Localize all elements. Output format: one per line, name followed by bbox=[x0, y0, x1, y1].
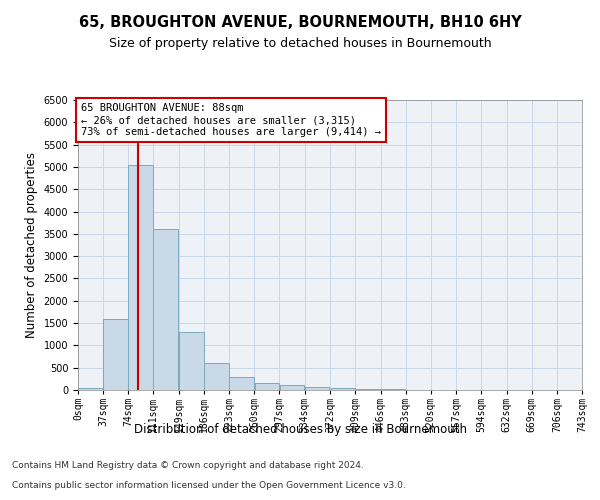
Text: Distribution of detached houses by size in Bournemouth: Distribution of detached houses by size … bbox=[133, 422, 467, 436]
Bar bbox=[179, 332, 204, 390]
Bar bbox=[280, 384, 304, 390]
Text: Contains HM Land Registry data © Crown copyright and database right 2024.: Contains HM Land Registry data © Crown c… bbox=[12, 461, 364, 470]
Bar bbox=[356, 388, 380, 390]
Bar bbox=[128, 164, 153, 390]
Bar bbox=[381, 389, 406, 390]
Text: Contains public sector information licensed under the Open Government Licence v3: Contains public sector information licen… bbox=[12, 481, 406, 490]
Bar bbox=[103, 318, 128, 390]
Bar bbox=[229, 376, 254, 390]
Bar bbox=[305, 386, 329, 390]
Y-axis label: Number of detached properties: Number of detached properties bbox=[25, 152, 38, 338]
Text: 65, BROUGHTON AVENUE, BOURNEMOUTH, BH10 6HY: 65, BROUGHTON AVENUE, BOURNEMOUTH, BH10 … bbox=[79, 15, 521, 30]
Bar bbox=[331, 388, 355, 390]
Bar bbox=[205, 363, 229, 390]
Bar bbox=[78, 388, 103, 390]
Text: Size of property relative to detached houses in Bournemouth: Size of property relative to detached ho… bbox=[109, 38, 491, 51]
Bar bbox=[154, 230, 178, 390]
Text: 65 BROUGHTON AVENUE: 88sqm
← 26% of detached houses are smaller (3,315)
73% of s: 65 BROUGHTON AVENUE: 88sqm ← 26% of deta… bbox=[81, 104, 381, 136]
Bar bbox=[254, 384, 279, 390]
